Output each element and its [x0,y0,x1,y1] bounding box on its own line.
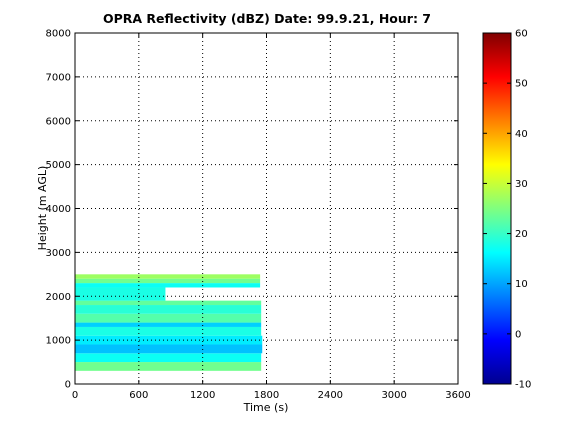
x-tick-label: 3000 [381,390,406,401]
x-tick-label: 0 [72,390,78,401]
echo-layer [75,313,262,323]
echo-layer [75,335,263,345]
echo-layer [75,353,262,363]
y-tick-label: 6000 [46,116,71,127]
colorbar-tick-label: 0 [515,329,521,340]
y-tick-label: 8000 [46,29,71,40]
colorbar-tick-label: 60 [515,29,528,40]
colorbar-ticks: -10 0 10 20 30 40 50 60 [483,29,531,391]
y-tick-label: 3000 [46,248,71,259]
x-tick-label: 1800 [254,390,279,401]
x-tick-label: 2400 [318,390,343,401]
x-tick-label: 600 [129,390,148,401]
colorbar-tick-label: 30 [515,179,528,190]
colorbar-tick-label: 50 [515,79,528,90]
echo-layer [75,278,261,284]
y-tick-label: 4000 [46,204,71,215]
echo-layer [75,300,262,306]
y-tick-label: 0 [65,380,71,391]
y-tick-label: 7000 [46,72,71,83]
echo-layer [75,305,262,314]
grid-lines [75,33,458,384]
colorbar-tick-label: -10 [515,380,531,391]
y-tick-label: 1000 [46,336,71,347]
echo-layer [75,344,263,354]
echo-layer [75,362,262,371]
echo-layer [75,283,261,288]
y-axis-ticks: 0 1000 2000 3000 4000 5000 6000 7000 8000 [46,29,458,391]
colorbar [482,32,512,385]
echo-layer-group [75,274,263,371]
y-axis-label: Height (m AGL) [36,166,49,251]
echo-layer [75,322,262,327]
colorbar-tick-label: 10 [515,279,528,290]
chart-title: OPRA Reflectivity (dBZ) Date: 99.9.21, H… [103,11,431,26]
echo-layer [75,274,261,279]
colorbar-tick-label: 40 [515,129,528,140]
echo-layer [75,287,166,301]
x-tick-label: 3600 [445,390,470,401]
x-axis-label: Time (s) [243,401,289,414]
echo-layer [75,326,262,336]
x-axis-ticks: 0 600 1200 1800 2400 3000 3600 [72,33,471,401]
colorbar-tick-label: 20 [515,229,528,240]
x-tick-label: 1200 [190,390,215,401]
y-tick-label: 2000 [46,292,71,303]
y-tick-label: 5000 [46,160,71,171]
